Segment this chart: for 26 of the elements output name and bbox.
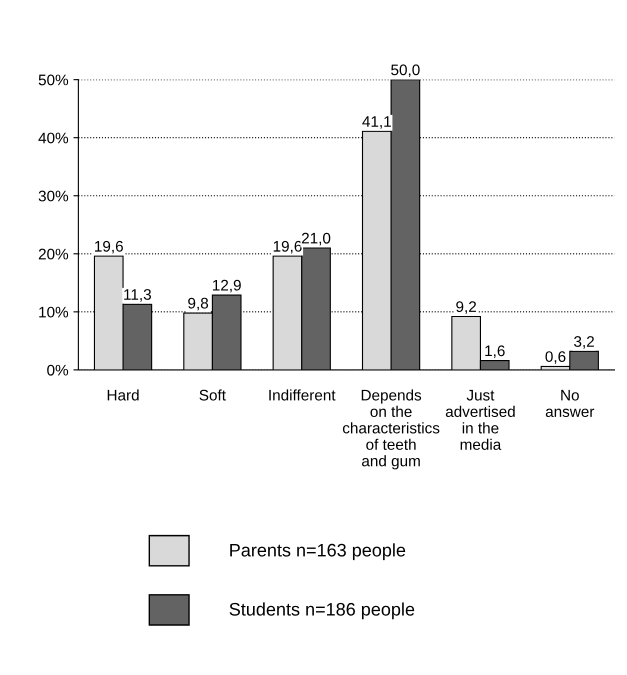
y-tick-label: 0% [47, 364, 68, 376]
data-label: 1,6 [485, 345, 505, 358]
data-label: 50,0 [391, 64, 420, 78]
x-tick-label: Depends on the characteristics of teeth and gum [342, 389, 440, 470]
data-label: 12,9 [212, 280, 241, 292]
x-tick-label: Hard [108, 389, 139, 401]
x-tick-label: Indifferent [269, 389, 336, 401]
data-label: 3,2 [574, 336, 594, 349]
data-label: 21,0 [302, 232, 330, 246]
data-label: 11,3 [124, 289, 151, 302]
data-label: 41,1 [362, 116, 391, 129]
x-tick-label: No answer [546, 390, 594, 418]
x-tick-label: Just advertised in the media [446, 390, 515, 450]
data-label: 9,8 [188, 298, 208, 310]
y-tick-label: 10% [39, 306, 68, 318]
data-label: 0,6 [545, 351, 566, 364]
x-tick-label: Soft [200, 389, 226, 401]
data-label: 19,6 [95, 240, 123, 254]
data-label: 9,2 [456, 301, 476, 314]
y-tick-label: 30% [38, 190, 68, 202]
y-tick-label: 50% [38, 74, 68, 86]
y-tick-label: 40% [38, 132, 68, 144]
legend-label: Students n=186 people [230, 602, 414, 620]
legend-label: Parents n=163 people [230, 543, 406, 560]
data-label: 19,6 [274, 240, 302, 254]
y-tick-label: 20% [38, 248, 68, 260]
